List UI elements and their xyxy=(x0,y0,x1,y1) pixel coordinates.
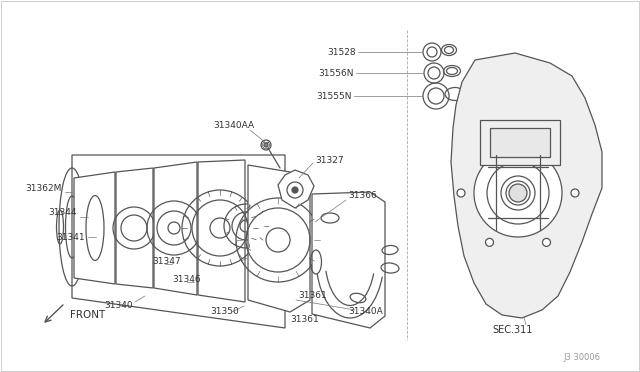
Text: 31528: 31528 xyxy=(328,48,356,57)
Text: 31555N: 31555N xyxy=(317,92,352,100)
Text: SEC.311: SEC.311 xyxy=(492,325,532,335)
Text: 31344: 31344 xyxy=(48,208,77,217)
Text: 31350: 31350 xyxy=(210,308,239,317)
Circle shape xyxy=(486,140,493,148)
Polygon shape xyxy=(248,165,310,312)
Text: J3 30006: J3 30006 xyxy=(563,353,600,362)
Text: 31346: 31346 xyxy=(172,276,200,285)
Circle shape xyxy=(509,184,527,202)
Circle shape xyxy=(486,238,493,246)
Polygon shape xyxy=(198,160,245,302)
Text: 31340: 31340 xyxy=(104,301,132,310)
Text: FRONT: FRONT xyxy=(70,310,105,320)
Text: 31327: 31327 xyxy=(315,155,344,164)
Text: 31362M: 31362M xyxy=(25,183,61,192)
Polygon shape xyxy=(451,53,602,318)
Polygon shape xyxy=(480,120,560,165)
Circle shape xyxy=(571,189,579,197)
Circle shape xyxy=(543,238,550,246)
Circle shape xyxy=(264,143,268,147)
Text: 31341: 31341 xyxy=(56,232,84,241)
Polygon shape xyxy=(312,192,385,328)
Text: 31347: 31347 xyxy=(152,257,180,266)
Text: 31340AA: 31340AA xyxy=(213,121,254,129)
Polygon shape xyxy=(116,168,153,288)
Polygon shape xyxy=(72,155,285,328)
Text: 31340A: 31340A xyxy=(348,308,383,317)
Circle shape xyxy=(474,149,562,237)
Polygon shape xyxy=(74,172,115,284)
Circle shape xyxy=(457,189,465,197)
Text: 31556N: 31556N xyxy=(319,68,354,77)
Circle shape xyxy=(543,140,550,148)
Polygon shape xyxy=(490,128,550,157)
Polygon shape xyxy=(278,170,314,208)
Circle shape xyxy=(292,187,298,193)
Text: 31361: 31361 xyxy=(290,315,319,324)
Polygon shape xyxy=(154,162,197,295)
Text: 31366: 31366 xyxy=(348,190,377,199)
Text: 31361: 31361 xyxy=(298,292,327,301)
